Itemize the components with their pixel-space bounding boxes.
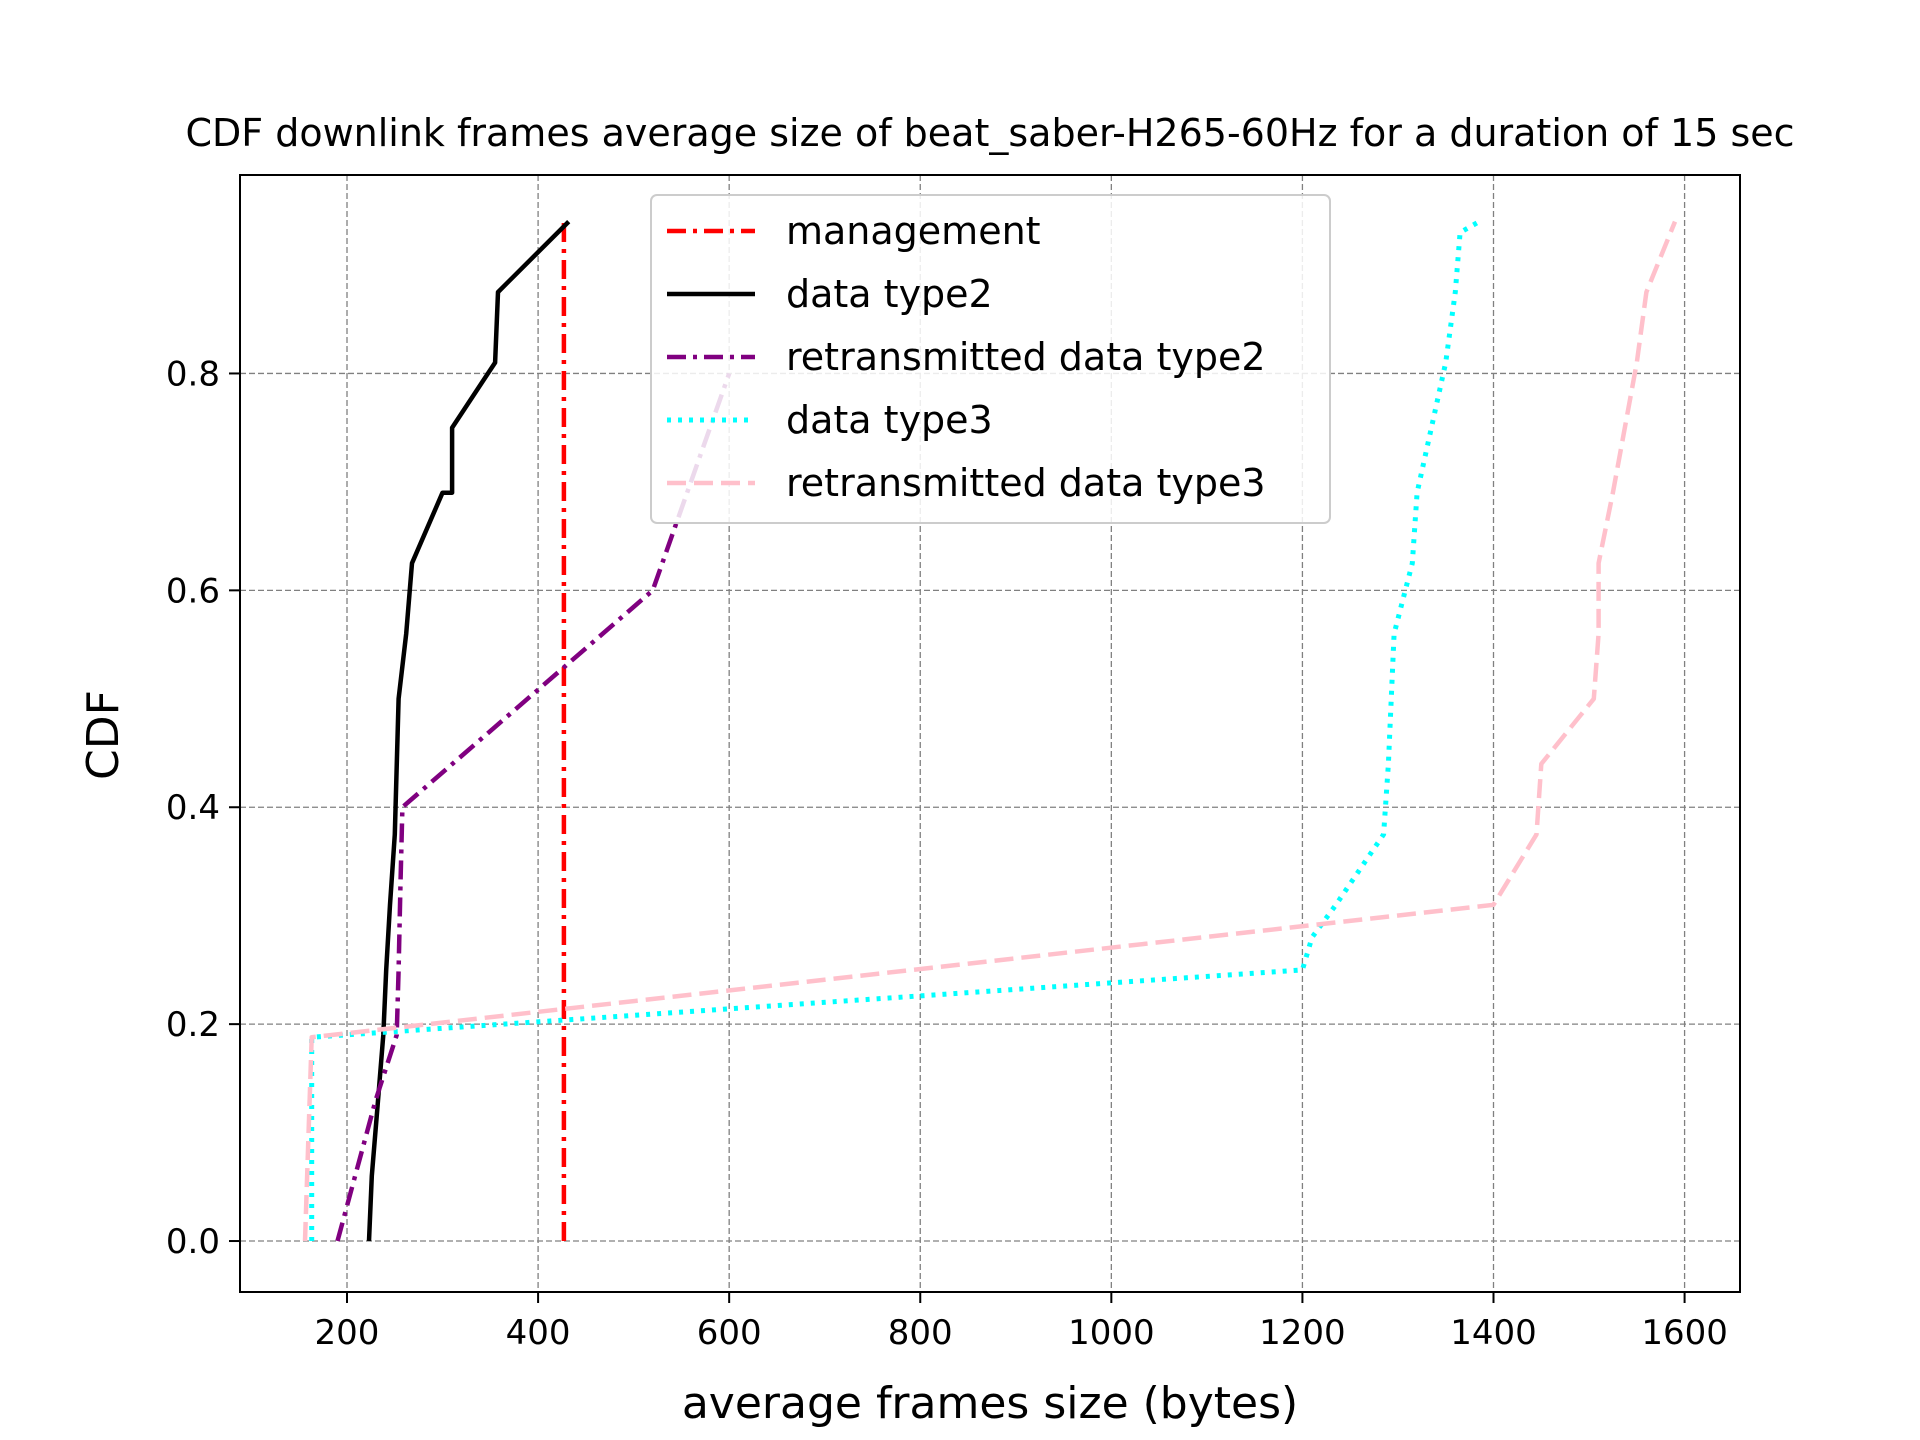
y-tick-label: 0.4	[166, 788, 220, 828]
x-tick-label: 600	[697, 1313, 762, 1353]
legend-label: data type2	[786, 272, 993, 316]
plot-frame	[239, 174, 1741, 1293]
y-tick-label: 0.6	[166, 571, 220, 611]
x-tick-label: 400	[506, 1313, 571, 1353]
y-tick-label: 0.0	[166, 1222, 220, 1262]
y-axis: 0.0 0.2 0.4 0.6 0.8	[166, 354, 240, 1262]
legend-label: retransmitted data type3	[786, 461, 1266, 505]
x-tick-label: 1200	[1259, 1313, 1346, 1353]
chart-title: CDF downlink frames average size of beat…	[185, 111, 1794, 155]
series-line-1	[366, 220, 571, 1242]
series-line-3	[309, 219, 1481, 1241]
x-axis: 200 400 600 800 1000 1200 1400 1600	[315, 1292, 1728, 1353]
y-tick-label: 0.8	[166, 354, 220, 394]
y-tick-label: 0.2	[166, 1005, 220, 1045]
x-axis-label: average frames size (bytes)	[682, 1378, 1298, 1429]
x-tick-label: 1000	[1068, 1313, 1155, 1353]
x-tick-label: 200	[315, 1313, 380, 1353]
x-tick-label: 1600	[1641, 1313, 1728, 1353]
legend-box	[650, 194, 1331, 524]
x-tick-label: 800	[888, 1313, 953, 1353]
y-axis-label: CDF	[78, 690, 129, 780]
series-layer	[302, 219, 1678, 1242]
legend-label: retransmitted data type2	[786, 335, 1266, 379]
x-tick-label: 1400	[1450, 1313, 1537, 1353]
series-line-4	[302, 220, 1678, 1242]
legend: management data type2 retransmitted data t…	[650, 194, 1331, 524]
legend-label: management	[786, 209, 1041, 253]
legend-label: data type3	[786, 398, 993, 442]
